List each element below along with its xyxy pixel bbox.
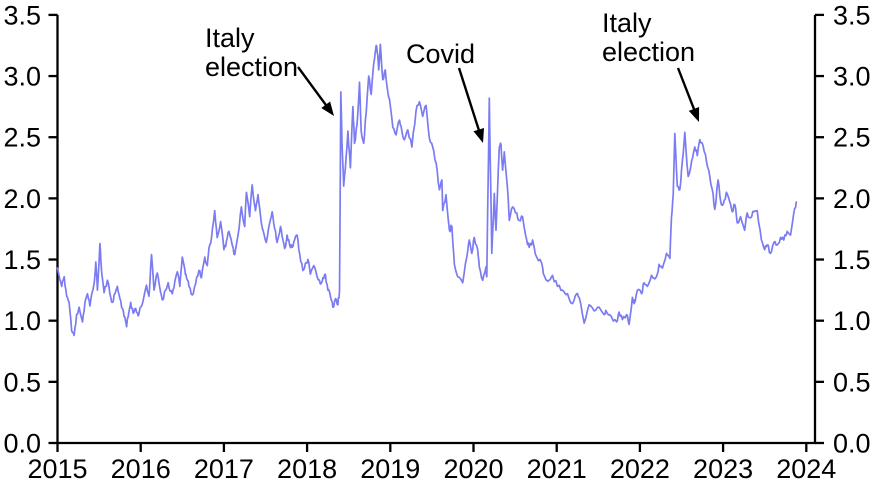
x-tick-label: 2017 [194,454,254,484]
y-tick-label-right: 0.0 [833,429,871,459]
annotation-label: election [205,52,298,82]
annotation-arrow-line [676,67,696,112]
data-line-spread [56,43,798,337]
x-tick-label: 2020 [443,454,503,484]
annotation-arrowhead-icon [321,101,334,116]
y-tick-label-left: 1.5 [3,245,41,275]
y-tick-label-left: 3.0 [3,62,41,92]
annotation-arrowhead-icon [688,107,700,122]
x-tick-label: 2021 [527,454,587,484]
y-tick-label-left: 3.5 [3,0,41,30]
y-tick-label-left: 0.5 [3,367,41,397]
y-tick-label-right: 3.0 [833,62,871,92]
annotation-arrow-line [457,67,481,132]
y-tick-label-left: 0.0 [3,429,41,459]
x-tick-label: 2016 [111,454,171,484]
annotation-label: Italy [602,8,652,38]
y-tick-label-right: 2.5 [833,123,871,153]
y-tick-label-right: 3.5 [833,0,871,30]
x-tick-label: 2024 [776,454,836,484]
annotation-arrow-line [297,66,328,108]
y-tick-label-left: 1.0 [3,306,41,336]
x-tick-label: 2015 [27,454,87,484]
y-tick-label-right: 1.0 [833,306,871,336]
x-tick-label: 2023 [693,454,753,484]
y-tick-label-right: 0.5 [833,367,871,397]
x-tick-label: 2022 [610,454,670,484]
annotation-label: Covid [406,39,475,69]
y-tick-label-right: 1.5 [833,245,871,275]
x-tick-label: 2018 [277,454,337,484]
x-tick-label: 2019 [360,454,420,484]
y-tick-label-left: 2.0 [3,184,41,214]
y-tick-label-right: 2.0 [833,184,871,214]
y-tick-label-left: 2.5 [3,123,41,153]
annotation-arrowhead-icon [473,128,484,143]
annotation-label: election [602,37,695,67]
annotation-label: Italy [205,23,255,53]
